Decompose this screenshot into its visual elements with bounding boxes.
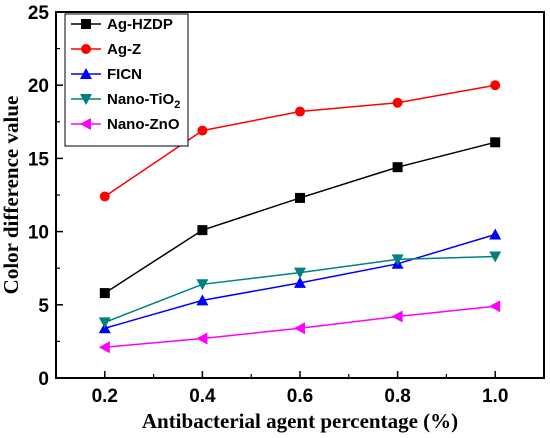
data-point-ficn (196, 294, 209, 306)
legend-label: Nano-ZnO (107, 116, 180, 133)
legend-marker (81, 19, 91, 29)
legend-label: FICN (107, 66, 142, 83)
data-point-nano-tio2 (489, 251, 502, 263)
legend-label: Ag-Z (107, 41, 141, 58)
data-point-ag-hzdp (197, 225, 208, 236)
data-point-nano-tio2 (196, 279, 209, 291)
data-point-nano-zno (489, 300, 501, 313)
legend: Ag-HZDP Ag-Z FICN Nano-TiO2 Nano-ZnO (64, 13, 189, 147)
legend-label-main: Nano-TiO (107, 91, 175, 108)
data-point-ag-z (392, 97, 403, 108)
legend-marker (80, 94, 92, 105)
data-point-nano-zno (294, 322, 305, 335)
x-tick-label: 0.6 (287, 386, 313, 407)
legend-marker (80, 68, 92, 79)
legend-marker (80, 118, 91, 130)
data-point-nano-tio2 (98, 317, 111, 329)
legend-label: Nano-TiO2 (107, 91, 180, 111)
legend-label-subscript: 2 (174, 99, 180, 111)
axis-ticks: 0 5 10 15 20 25 0.2 0.4 0.6 0.8 1.0 (28, 3, 545, 407)
y-axis-title: Color difference value (0, 96, 23, 295)
x-axis-title: Antibacterial agent percentage (%) (142, 409, 458, 433)
series-nano-zno (98, 300, 501, 354)
y-tick-label: 25 (28, 3, 50, 24)
legend-label: Ag-HZDP (107, 16, 173, 33)
legend-label-main: Nano-ZnO (107, 116, 180, 133)
legend-item: Ag-HZDP (71, 16, 173, 33)
legend-label-main: Ag-HZDP (107, 16, 173, 33)
legend-label-main: Ag-Z (107, 41, 141, 58)
data-point-nano-zno (98, 341, 110, 354)
legend-item: Ag-Z (71, 41, 141, 58)
data-point-ficn (294, 276, 306, 288)
legend-item: Nano-ZnO (71, 116, 180, 133)
data-point-nano-tio2 (391, 254, 404, 266)
data-point-nano-zno (391, 310, 403, 323)
series-nano-tio2 (98, 251, 502, 329)
data-point-ficn (489, 228, 502, 240)
y-tick-label: 20 (28, 76, 49, 97)
x-tick-label: 0.4 (189, 386, 216, 407)
y-tick-label: 15 (28, 149, 50, 170)
y-tick-label: 5 (38, 296, 49, 317)
legend-item: FICN (71, 66, 142, 83)
series-ficn (98, 228, 502, 334)
data-point-nano-zno (196, 332, 208, 345)
legend-label-main: FICN (107, 66, 142, 83)
x-tick-label: 0.8 (384, 386, 410, 407)
y-tick-label: 0 (38, 369, 49, 390)
series-ag-z (99, 80, 501, 202)
legend-item: Nano-TiO2 (71, 91, 180, 111)
x-tick-label: 0.2 (92, 386, 118, 407)
data-point-ag-hzdp (99, 288, 110, 299)
data-point-ag-hzdp (490, 137, 501, 148)
data-point-ag-z (197, 125, 208, 136)
legend-marker (81, 44, 91, 54)
series-layer (98, 80, 502, 354)
x-tick-label: 1.0 (482, 386, 508, 407)
data-point-nano-tio2 (294, 267, 306, 279)
data-point-ag-z (295, 106, 305, 117)
series-ag-hzdp (99, 137, 501, 299)
data-point-ag-hzdp (295, 192, 305, 203)
data-point-ag-z (490, 80, 501, 91)
data-point-ag-hzdp (392, 162, 403, 173)
y-tick-label: 10 (28, 223, 49, 244)
data-point-ag-z (99, 191, 110, 202)
